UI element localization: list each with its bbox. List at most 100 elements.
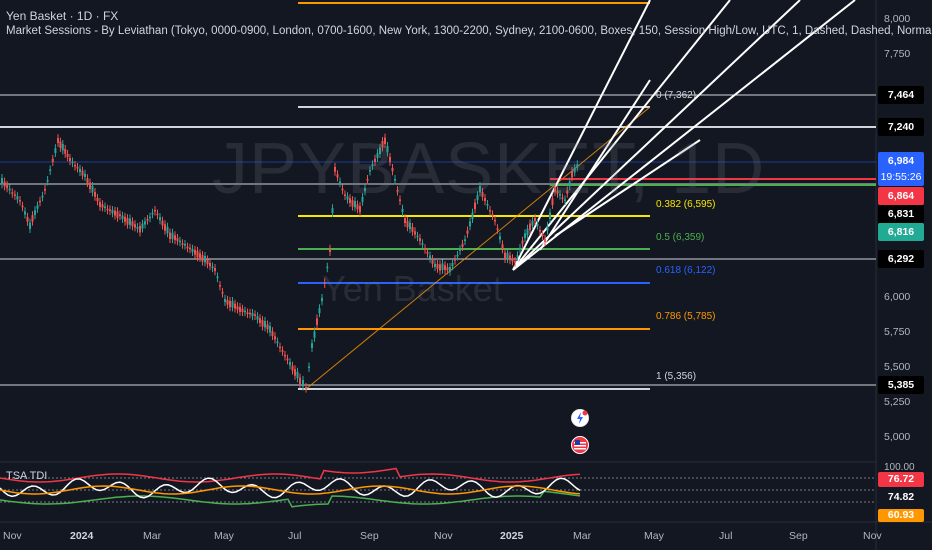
indicator-legend[interactable]: Market Sessions - By Leviathan (Tokyo, 0… bbox=[6, 25, 932, 37]
candle-body bbox=[294, 369, 296, 376]
candle-body bbox=[466, 230, 469, 234]
candle-body bbox=[459, 249, 461, 251]
candle-body bbox=[456, 255, 459, 257]
candle-body bbox=[146, 219, 149, 221]
candle-body bbox=[291, 365, 294, 371]
candle-body bbox=[531, 220, 534, 226]
candle-body bbox=[69, 158, 71, 162]
fib-label-1: 1 (5,356) bbox=[656, 371, 697, 382]
tsa-tdi-title[interactable]: TSA TDI bbox=[6, 470, 48, 482]
candle-body bbox=[484, 198, 486, 202]
candle-body bbox=[476, 195, 479, 201]
candle-body bbox=[49, 169, 52, 171]
candle-body bbox=[6, 185, 9, 189]
us-flag-icon[interactable] bbox=[571, 436, 589, 454]
candle-body bbox=[1, 178, 3, 185]
tsa-label-2[interactable]: 74.82 bbox=[878, 490, 924, 505]
candle-body bbox=[3, 181, 6, 187]
candle-body bbox=[329, 248, 331, 252]
price-label-7464[interactable]: 7,464 bbox=[878, 86, 924, 104]
gann-fan[interactable] bbox=[512, 0, 856, 271]
candle-body bbox=[286, 358, 289, 361]
candle-body bbox=[406, 220, 409, 228]
candlestick-series[interactable] bbox=[1, 133, 579, 393]
candle-body bbox=[206, 259, 209, 265]
candle-body bbox=[308, 366, 310, 368]
tsa-label-3[interactable]: 60.93 bbox=[878, 509, 924, 522]
candle-body bbox=[431, 259, 434, 264]
candle-body bbox=[141, 223, 144, 229]
candle-body bbox=[419, 238, 421, 242]
candle-body bbox=[331, 208, 334, 213]
candle-body bbox=[554, 187, 556, 192]
fib-trend-line[interactable] bbox=[305, 106, 651, 390]
candle-body bbox=[244, 310, 246, 313]
candle-body bbox=[259, 318, 261, 323]
chart-header: Yen Basket · 1D · FX Market Sessions - B… bbox=[6, 9, 932, 39]
tsa-label-1[interactable]: 76.72 bbox=[878, 472, 924, 487]
candle-body bbox=[209, 263, 211, 267]
candle-body bbox=[354, 201, 356, 208]
lightning-icon[interactable] bbox=[571, 409, 589, 427]
candle-body bbox=[396, 190, 399, 192]
candle-body bbox=[241, 308, 244, 312]
candle-body bbox=[361, 197, 364, 202]
candle-body bbox=[236, 306, 239, 310]
candle-body bbox=[356, 204, 359, 210]
candle-body bbox=[191, 248, 194, 252]
candle-body bbox=[224, 298, 226, 302]
price-label-7240[interactable]: 7,240 bbox=[878, 118, 924, 136]
candle-body bbox=[13, 194, 16, 196]
candle-body bbox=[176, 238, 179, 242]
candle-body bbox=[186, 246, 189, 249]
candle-body bbox=[121, 215, 124, 219]
tsa-tdi-pane[interactable] bbox=[0, 467, 876, 508]
price-label-last[interactable]: 6,984 bbox=[878, 152, 924, 170]
candle-body bbox=[81, 170, 84, 176]
countdown-label: 19:55:26 bbox=[878, 168, 924, 186]
candle-body bbox=[29, 222, 31, 229]
price-label-5385[interactable]: 5,385 bbox=[878, 376, 924, 394]
candle-body bbox=[74, 165, 76, 167]
candle-body bbox=[323, 282, 326, 284]
candle-body bbox=[8, 188, 11, 191]
candle-body bbox=[416, 235, 419, 238]
candle-body bbox=[189, 247, 191, 250]
tsa-axis-tick: 100.00 bbox=[884, 462, 915, 473]
candle-body bbox=[274, 336, 276, 340]
y-tick: 5,750 bbox=[884, 326, 911, 338]
candle-body bbox=[486, 204, 489, 206]
candle-body bbox=[214, 268, 216, 272]
fib-label-05: 0.5 (6,359) bbox=[656, 232, 705, 243]
price-label-6816[interactable]: 6,816 bbox=[878, 223, 924, 241]
price-label-6864[interactable]: 6,864 bbox=[878, 187, 924, 205]
x-tick: Nov bbox=[3, 530, 22, 542]
candle-body bbox=[541, 234, 544, 236]
candle-body bbox=[51, 158, 54, 162]
candle-body bbox=[536, 224, 539, 226]
candle-body bbox=[499, 236, 501, 240]
candle-body bbox=[411, 227, 414, 232]
x-tick: Jul bbox=[288, 530, 302, 542]
candle-body bbox=[41, 195, 44, 198]
symbol-title[interactable]: Yen Basket · 1D · FX bbox=[6, 9, 119, 23]
price-label-6292[interactable]: 6,292 bbox=[878, 250, 924, 268]
fib-label-0: 0 (7,362) bbox=[656, 90, 697, 101]
tsa-line bbox=[0, 477, 581, 499]
candle-body bbox=[199, 253, 201, 258]
candle-body bbox=[436, 264, 439, 269]
candle-body bbox=[299, 377, 301, 384]
candle-body bbox=[139, 226, 141, 233]
candle-body bbox=[196, 250, 199, 258]
candle-body bbox=[144, 221, 146, 225]
candle-body bbox=[311, 343, 313, 348]
candle-body bbox=[414, 231, 416, 235]
candle-body bbox=[201, 255, 204, 262]
price-label-6831[interactable]: 6,831 bbox=[878, 205, 924, 223]
candle-body bbox=[11, 192, 14, 194]
candle-body bbox=[539, 230, 541, 232]
candle-body bbox=[239, 307, 241, 312]
candle-body bbox=[302, 380, 304, 387]
fib-label-0786: 0.786 (5,785) bbox=[656, 311, 716, 322]
